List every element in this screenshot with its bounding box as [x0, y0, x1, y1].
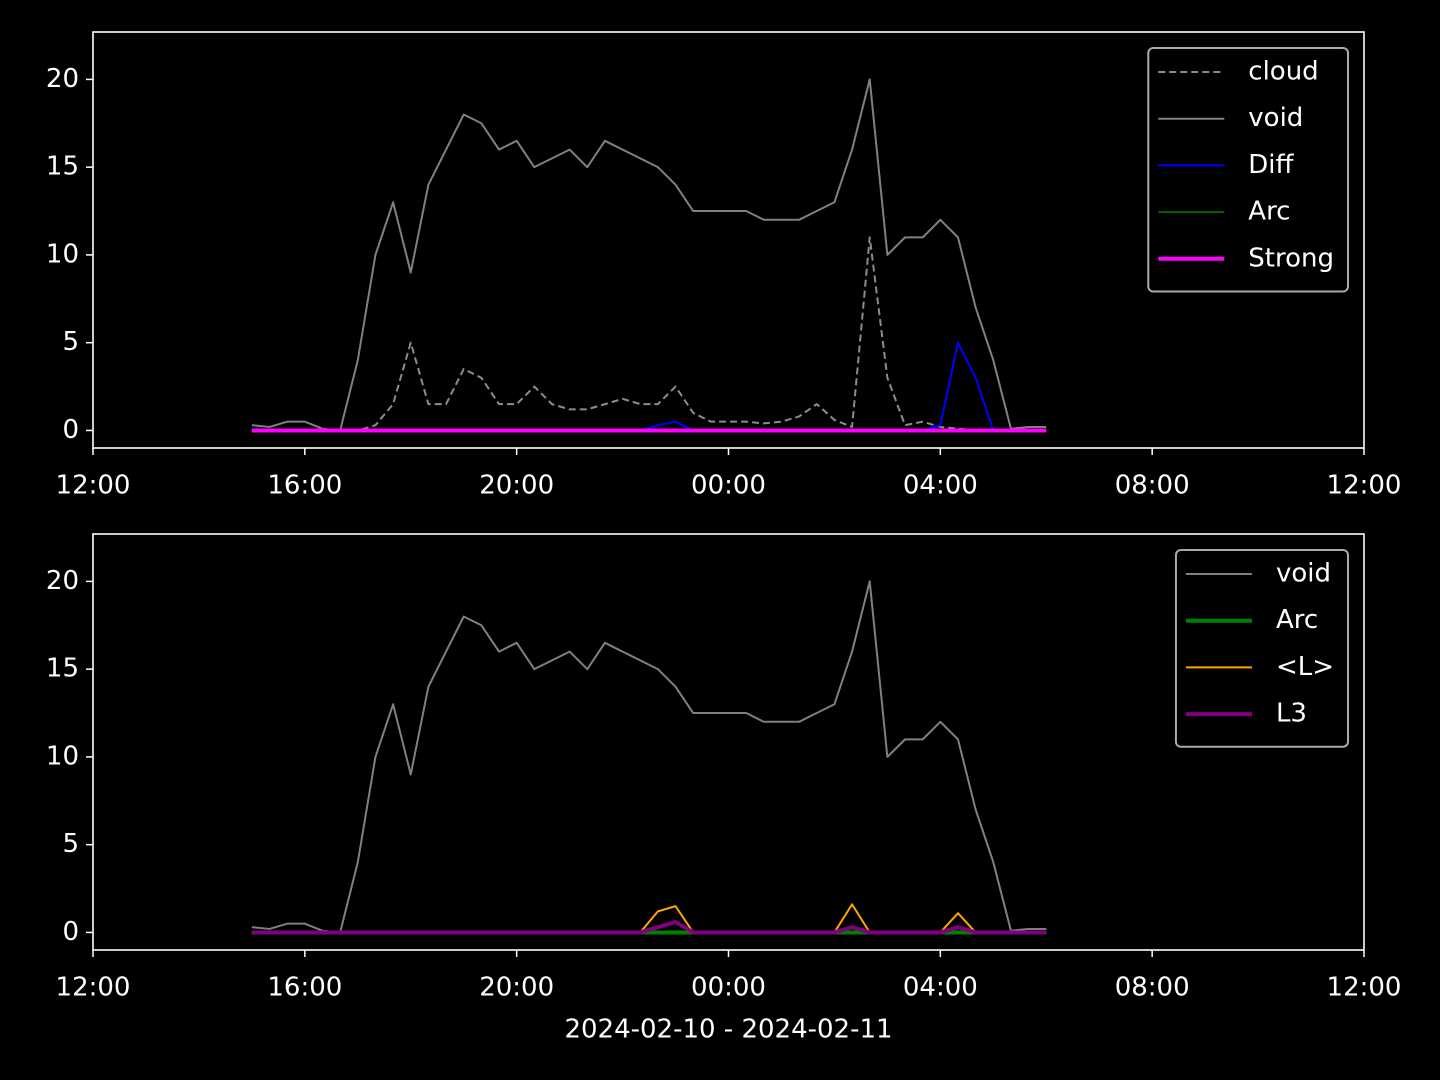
legend-box: [1174, 549, 1349, 748]
legend-label: <L>: [1276, 652, 1334, 682]
x-tick-label: 08:00: [1115, 973, 1190, 1003]
y-tick-label: 10: [46, 741, 79, 771]
legend-label: void: [1276, 559, 1331, 589]
legend-label: cloud: [1248, 57, 1318, 87]
x-tick-label: 04:00: [903, 973, 978, 1003]
x-tick-label: 08:00: [1115, 471, 1190, 501]
y-tick-label: 0: [62, 415, 79, 445]
series-line: [251, 580, 1047, 934]
axes-frame: [92, 533, 1365, 951]
x-tick-label: 00:00: [691, 973, 766, 1003]
y-tick-label: 5: [62, 829, 79, 859]
series-line: [251, 919, 1047, 935]
y-tick-label: 5: [62, 327, 79, 357]
axes-frame: [92, 31, 1365, 449]
x-tick-label: 20:00: [479, 471, 554, 501]
y-tick-label: 15: [46, 654, 79, 684]
legend-label: L3: [1276, 699, 1307, 729]
x-tick-label: 04:00: [903, 471, 978, 501]
x-tick-label: 12:00: [1327, 973, 1402, 1003]
series-line: [251, 236, 1047, 432]
series-line: [251, 78, 1047, 432]
legend-box: [1147, 47, 1349, 293]
legend-label: Arc: [1248, 197, 1290, 227]
y-tick-label: 20: [46, 64, 79, 94]
legend-label: Diff: [1248, 150, 1294, 180]
x-tick-label: 16:00: [267, 973, 342, 1003]
y-tick-label: 10: [46, 239, 79, 269]
x-axis-label: 2024-02-10 - 2024-02-11: [564, 1015, 892, 1045]
series-line: [251, 341, 1047, 432]
legend-label: Strong: [1248, 243, 1334, 273]
x-tick-label: 20:00: [479, 973, 554, 1003]
y-tick-label: 0: [62, 917, 79, 947]
x-tick-label: 00:00: [691, 471, 766, 501]
x-tick-label: 16:00: [267, 471, 342, 501]
legend-label: Arc: [1276, 605, 1318, 635]
x-tick-label: 12:00: [56, 471, 131, 501]
legend-label: void: [1248, 103, 1303, 133]
y-tick-label: 15: [46, 152, 79, 182]
y-tick-label: 20: [46, 566, 79, 596]
x-tick-label: 12:00: [1327, 471, 1402, 501]
x-tick-label: 12:00: [56, 973, 131, 1003]
